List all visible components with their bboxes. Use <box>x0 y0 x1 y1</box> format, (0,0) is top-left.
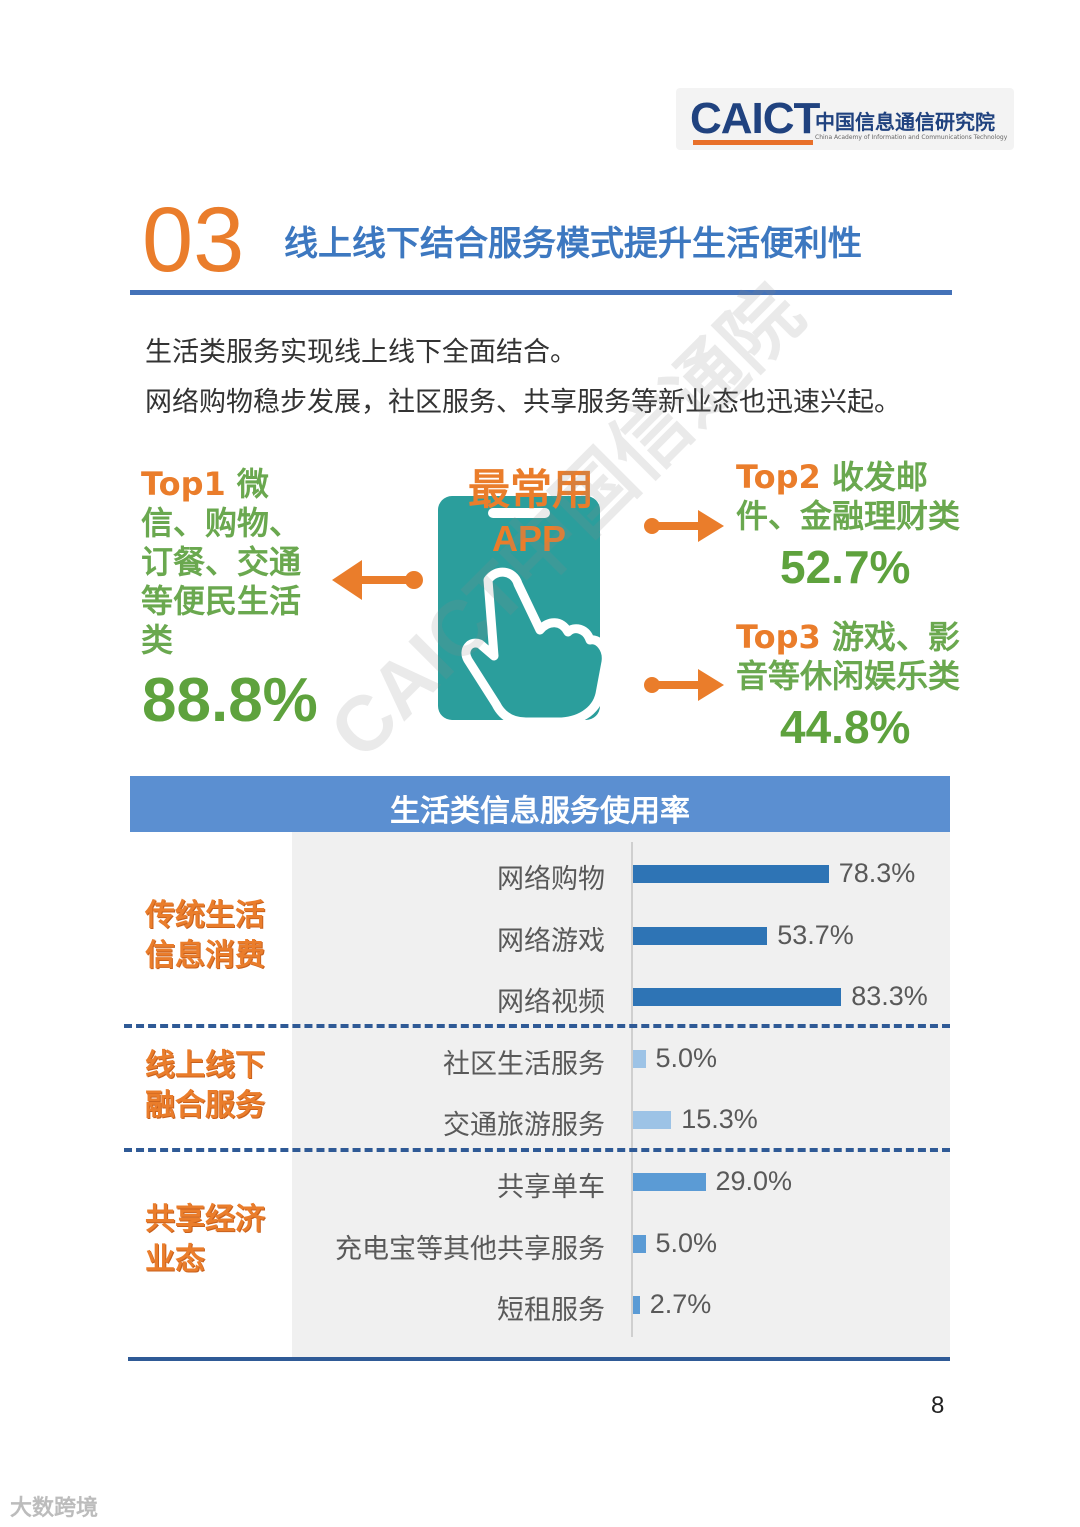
table-title: 生活类信息服务使用率 <box>390 794 690 829</box>
intro-line-2: 网络购物稳步发展，社区服务、共享服务等新业态也迅速兴起。 <box>145 387 901 418</box>
intro-line-1: 生活类服务实现线上线下全面结合。 <box>145 337 577 368</box>
group-label-line: 共享经济 <box>145 1202 265 1237</box>
group-label-line: 信息消费 <box>145 938 265 973</box>
footer-watermark: 大数跨境 <box>10 1496 99 1521</box>
top1-label: Top1 微信、购物、订餐、交通等便民生活类 <box>141 465 331 660</box>
app-subtitle: APP <box>492 518 567 559</box>
arrow-right-top3-icon <box>644 669 724 701</box>
logo-underline <box>693 140 813 145</box>
page-number: 8 <box>931 1392 945 1419</box>
logo-name-en: China Academy of Information and Communi… <box>815 134 1008 141</box>
top2-rank: Top2 <box>736 458 821 496</box>
top1-rank: Top1 <box>141 465 226 503</box>
logo-box <box>676 88 1014 150</box>
section-number: 03 <box>142 189 245 291</box>
top3-label: Top3 游戏、影音等休闲娱乐类 <box>736 618 986 696</box>
top3-rank: Top3 <box>736 618 821 656</box>
table-bottom-rule <box>128 1357 950 1361</box>
top1-text: 微信、购物、订餐、交通等便民生活类 <box>141 465 302 659</box>
group-label-traditional: 传统生活 信息消费 <box>145 896 265 976</box>
section-rule <box>130 290 952 295</box>
top2-label: Top2 收发邮件、金融理财类 <box>736 458 986 536</box>
phone-tap-icon <box>438 496 610 727</box>
group-label-sharing: 共享经济 业态 <box>145 1200 265 1280</box>
top2-percent: 52.7% <box>780 541 911 593</box>
group-label-line: 线上线下 <box>145 1048 265 1083</box>
app-title: 最常用 <box>468 465 595 514</box>
top3-text: 游戏、影音等休闲娱乐类 <box>736 618 961 695</box>
logo-name-cn: 中国信息通信研究院 <box>815 110 995 134</box>
arrow-right-top2-icon <box>644 510 724 542</box>
group-label-o2o: 线上线下 融合服务 <box>145 1046 265 1126</box>
section-title: 线上线下结合服务模式提升生活便利性 <box>284 224 862 264</box>
table-header-bar <box>130 776 950 832</box>
table-panel <box>292 832 950 1357</box>
top2-text: 收发邮件、金融理财类 <box>736 458 961 535</box>
top3-percent: 44.8% <box>780 701 911 753</box>
group-label-line: 传统生活 <box>145 898 265 933</box>
group-label-line: 业态 <box>145 1242 205 1277</box>
top1-percent: 88.8% <box>142 666 318 735</box>
chart-axis <box>631 842 633 1337</box>
group-label-line: 融合服务 <box>145 1088 265 1123</box>
intro-text: 生活类服务实现线上线下全面结合。 网络购物稳步发展，社区服务、共享服务等新业态也… <box>145 328 925 428</box>
arrow-left-icon <box>332 560 423 600</box>
logo-mark: CAICT <box>690 94 820 143</box>
group-divider <box>124 1148 950 1152</box>
group-divider <box>124 1024 950 1028</box>
